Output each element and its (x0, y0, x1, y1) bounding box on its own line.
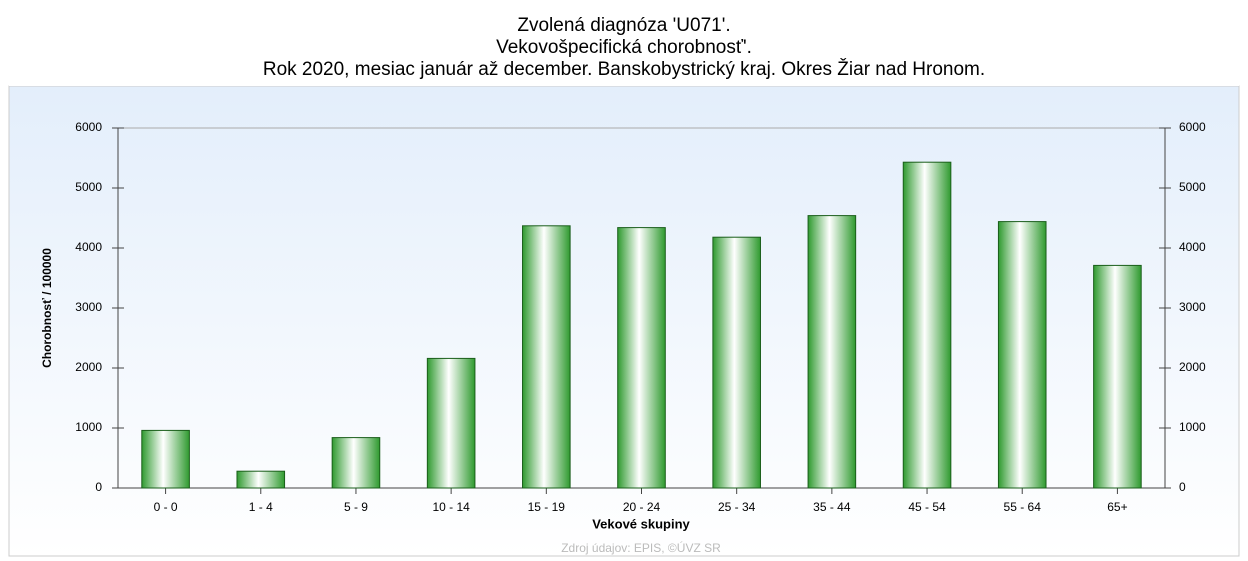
x-tick-label: 20 - 24 (623, 500, 661, 514)
source: Zdroj údajov: EPIS, ©ÚVZ SR (561, 540, 721, 555)
bar (141, 429, 190, 489)
x-tick-label: 55 - 64 (1004, 500, 1042, 514)
bar (902, 161, 952, 489)
y-tick-label: 0 (95, 480, 102, 494)
chart-subtitle: Vekovošpecifická chorobnosť'. (496, 37, 752, 58)
x-tick-label: 35 - 44 (813, 500, 851, 514)
x-tick-label: 5 - 9 (344, 500, 368, 514)
bar (807, 215, 857, 489)
bar (997, 221, 1047, 489)
x-tick-label: 0 - 0 (154, 500, 178, 514)
bar (1093, 264, 1142, 489)
bar (426, 357, 476, 489)
y2-tick-label: 0 (1179, 480, 1186, 494)
bar (712, 236, 761, 489)
y2-tick-label: 5000 (1179, 180, 1206, 194)
bar (522, 225, 571, 489)
y2-tick-label: 3000 (1179, 300, 1206, 314)
y2-tick-label: 1000 (1179, 420, 1206, 434)
x-axis-label: Vekové skupiny (592, 516, 690, 531)
chart-title: Zvolená diagnóza 'U071'. (517, 15, 730, 36)
x-tick-label: 65+ (1107, 500, 1127, 514)
y-tick-label: 2000 (75, 360, 102, 374)
y2-tick-label: 6000 (1179, 120, 1206, 134)
y-tick-label: 5000 (75, 180, 102, 194)
x-tick-label: 1 - 4 (249, 500, 273, 514)
y-tick-label: 3000 (75, 300, 102, 314)
header (9, 4, 1239, 86)
bar (617, 227, 666, 489)
bar (331, 437, 381, 489)
x-tick-label: 25 - 34 (718, 500, 756, 514)
x-tick-label: 10 - 14 (432, 500, 470, 514)
y2-tick-label: 4000 (1179, 240, 1206, 254)
y2-tick-label: 2000 (1179, 360, 1206, 374)
x-tick-label: 15 - 19 (528, 500, 566, 514)
y-tick-label: 6000 (75, 120, 102, 134)
y-tick-label: 4000 (75, 240, 102, 254)
chart-subtitle: Rok 2020, mesiac január až december. Ban… (263, 58, 985, 80)
y-axis-label: Chorobnosť / 100000 (40, 248, 54, 368)
y-tick-label: 1000 (75, 420, 102, 434)
x-tick-label: 45 - 54 (908, 500, 946, 514)
bar (236, 470, 286, 489)
